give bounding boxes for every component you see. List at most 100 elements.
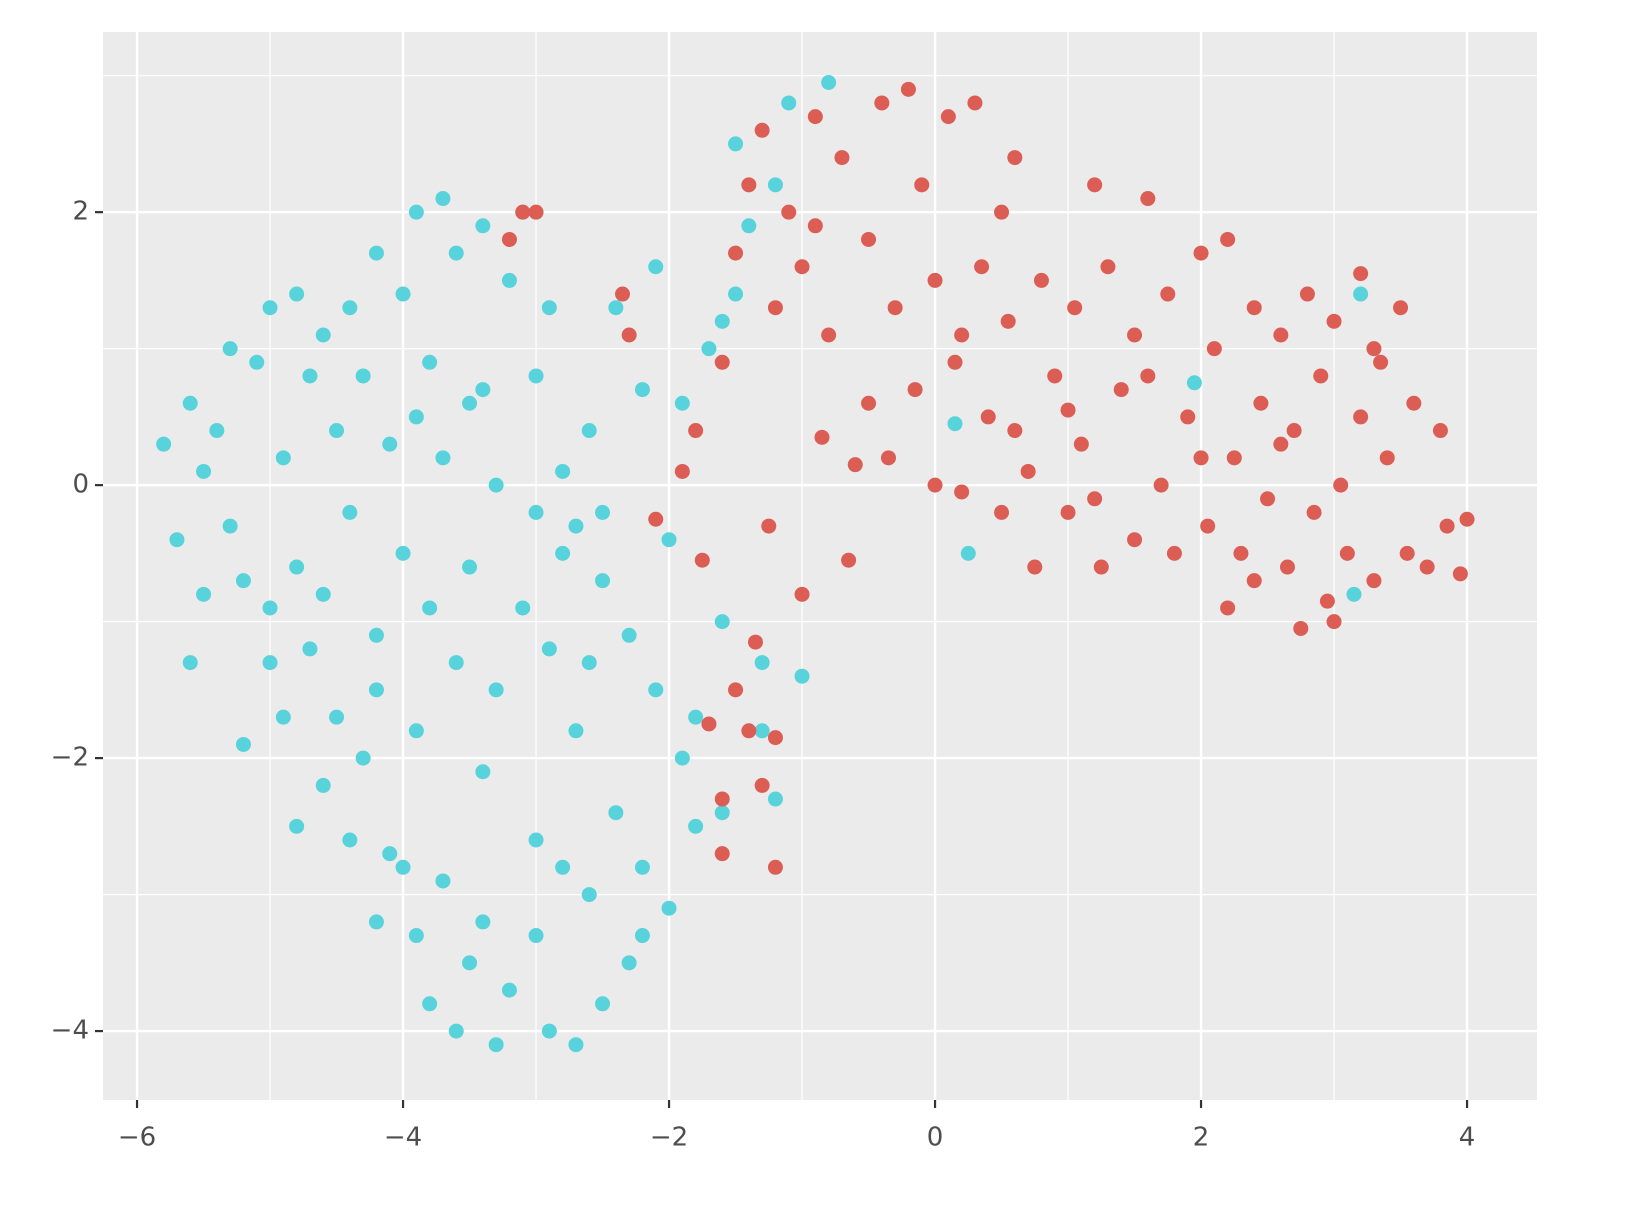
point <box>342 832 358 848</box>
point <box>448 1023 464 1039</box>
point <box>581 423 597 439</box>
point <box>1027 559 1043 575</box>
point <box>329 423 345 439</box>
point <box>1406 395 1422 411</box>
point <box>694 552 710 568</box>
point <box>1246 573 1262 589</box>
point <box>794 259 810 275</box>
point <box>714 791 730 807</box>
point <box>368 245 384 261</box>
point <box>581 887 597 903</box>
point <box>701 716 717 732</box>
point <box>1007 423 1023 439</box>
point <box>874 95 890 111</box>
point <box>501 272 517 288</box>
point <box>1060 504 1076 520</box>
point <box>767 730 783 746</box>
point <box>475 218 491 234</box>
point <box>648 259 664 275</box>
point <box>728 245 744 261</box>
point <box>408 409 424 425</box>
point <box>368 627 384 643</box>
point <box>761 518 777 534</box>
point <box>954 327 970 343</box>
point <box>688 423 704 439</box>
point <box>408 928 424 944</box>
x-tick-label: 0 <box>927 1123 944 1153</box>
point <box>754 655 770 671</box>
point <box>182 395 198 411</box>
point <box>395 859 411 875</box>
point <box>1326 614 1342 630</box>
point <box>634 382 650 398</box>
point <box>462 955 478 971</box>
point <box>688 818 704 834</box>
point <box>974 259 990 275</box>
point <box>821 74 837 90</box>
point <box>488 477 504 493</box>
x-tick-label: −4 <box>384 1123 422 1153</box>
point <box>1033 272 1049 288</box>
point <box>1233 545 1249 561</box>
point <box>1366 341 1382 357</box>
point <box>435 873 451 889</box>
point <box>767 177 783 193</box>
point <box>329 709 345 725</box>
point <box>1439 518 1455 534</box>
point <box>728 286 744 302</box>
point <box>1100 259 1116 275</box>
point <box>1047 368 1063 384</box>
point <box>1140 191 1156 207</box>
point <box>714 805 730 821</box>
point <box>674 750 690 766</box>
point <box>621 955 637 971</box>
point <box>907 382 923 398</box>
point <box>1220 600 1236 616</box>
point <box>528 832 544 848</box>
point <box>634 928 650 944</box>
point <box>395 545 411 561</box>
point <box>382 436 398 452</box>
point <box>1319 593 1335 609</box>
point <box>621 627 637 643</box>
point <box>1459 511 1475 527</box>
point <box>1226 450 1242 466</box>
point <box>794 586 810 602</box>
point <box>1166 545 1182 561</box>
point <box>209 423 225 439</box>
point <box>947 416 963 432</box>
point <box>701 341 717 357</box>
point <box>1193 245 1209 261</box>
point <box>1153 477 1169 493</box>
point <box>1293 620 1309 636</box>
point <box>1432 423 1448 439</box>
point <box>648 511 664 527</box>
point <box>1127 532 1143 548</box>
point <box>581 655 597 671</box>
point <box>967 95 983 111</box>
point <box>807 109 823 125</box>
point <box>900 81 916 97</box>
point <box>1366 573 1382 589</box>
point <box>462 559 478 575</box>
point <box>994 204 1010 220</box>
point <box>156 436 172 452</box>
point <box>1220 231 1236 247</box>
point <box>382 846 398 862</box>
y-tick-label: −4 <box>51 1016 89 1046</box>
point <box>1353 266 1369 282</box>
point <box>807 218 823 234</box>
point <box>302 641 318 657</box>
point <box>355 750 371 766</box>
point <box>947 354 963 370</box>
point <box>448 655 464 671</box>
point <box>741 723 757 739</box>
point <box>435 191 451 207</box>
point <box>262 600 278 616</box>
point <box>501 982 517 998</box>
point <box>1206 341 1222 357</box>
point <box>1000 313 1016 329</box>
point <box>767 791 783 807</box>
point <box>661 900 677 916</box>
point <box>315 777 331 793</box>
